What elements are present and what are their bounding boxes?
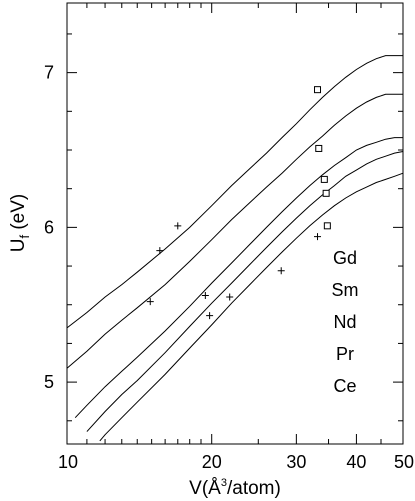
y-tick-label: 5 [44, 372, 54, 392]
x-axis-label: V(Å3/atom) [189, 477, 281, 499]
x-axis-label-rest: /atom) [227, 478, 281, 499]
x-tick-label: 50 [394, 452, 414, 472]
square-marker-1 [314, 86, 322, 94]
marker-layer [146, 86, 331, 320]
tick-layer: 10 20 30 40 50 5 6 7 [44, 3, 414, 472]
plus-marker-5 [206, 312, 214, 320]
square-marker-3 [320, 175, 328, 183]
plus-marker-7 [277, 267, 285, 275]
y-axis-label-sub: f [17, 235, 32, 239]
y-axis-label: Uf (eV) [8, 194, 32, 253]
square-marker-4 [322, 189, 330, 197]
plus-marker-1 [146, 298, 154, 306]
element-label-pr: Pr [336, 344, 354, 364]
y-tick-label: 7 [44, 63, 54, 83]
square-marker-5 [323, 222, 331, 230]
series-layer [66, 55, 404, 442]
label-layer: Gd Sm Nd Pr Ce [332, 248, 359, 396]
x-axis-label-sup: 3 [221, 477, 227, 489]
plus-marker-2 [156, 247, 164, 255]
element-label-gd: Gd [333, 248, 357, 268]
element-label-ce: Ce [333, 376, 356, 396]
plus-marker-6 [226, 293, 234, 301]
plus-marker-4 [201, 291, 209, 299]
y-tick-label: 6 [44, 217, 54, 237]
x-tick-label: 20 [202, 452, 222, 472]
plus-marker-3 [174, 222, 182, 230]
y-axis-label-rest: (eV) [8, 194, 29, 235]
series-line-nd [74, 137, 403, 419]
series-line-gd [66, 55, 403, 329]
x-axis-label-angstrom: Å [208, 478, 221, 499]
element-label-nd: Nd [333, 312, 356, 332]
element-label-sm: Sm [332, 280, 359, 300]
square-marker-2 [315, 144, 323, 152]
series-line-pr [86, 151, 404, 432]
series-line-sm [66, 93, 403, 369]
x-axis-label-main: V( [189, 478, 209, 499]
y-axis-label-main: U [8, 239, 29, 253]
x-tick-label: 40 [346, 452, 366, 472]
x-tick-label: 30 [286, 452, 306, 472]
plot-frame [66, 2, 404, 445]
x-tick-label: 10 [58, 452, 78, 472]
series-line-ce [99, 172, 404, 442]
plus-marker-8 [314, 233, 322, 241]
